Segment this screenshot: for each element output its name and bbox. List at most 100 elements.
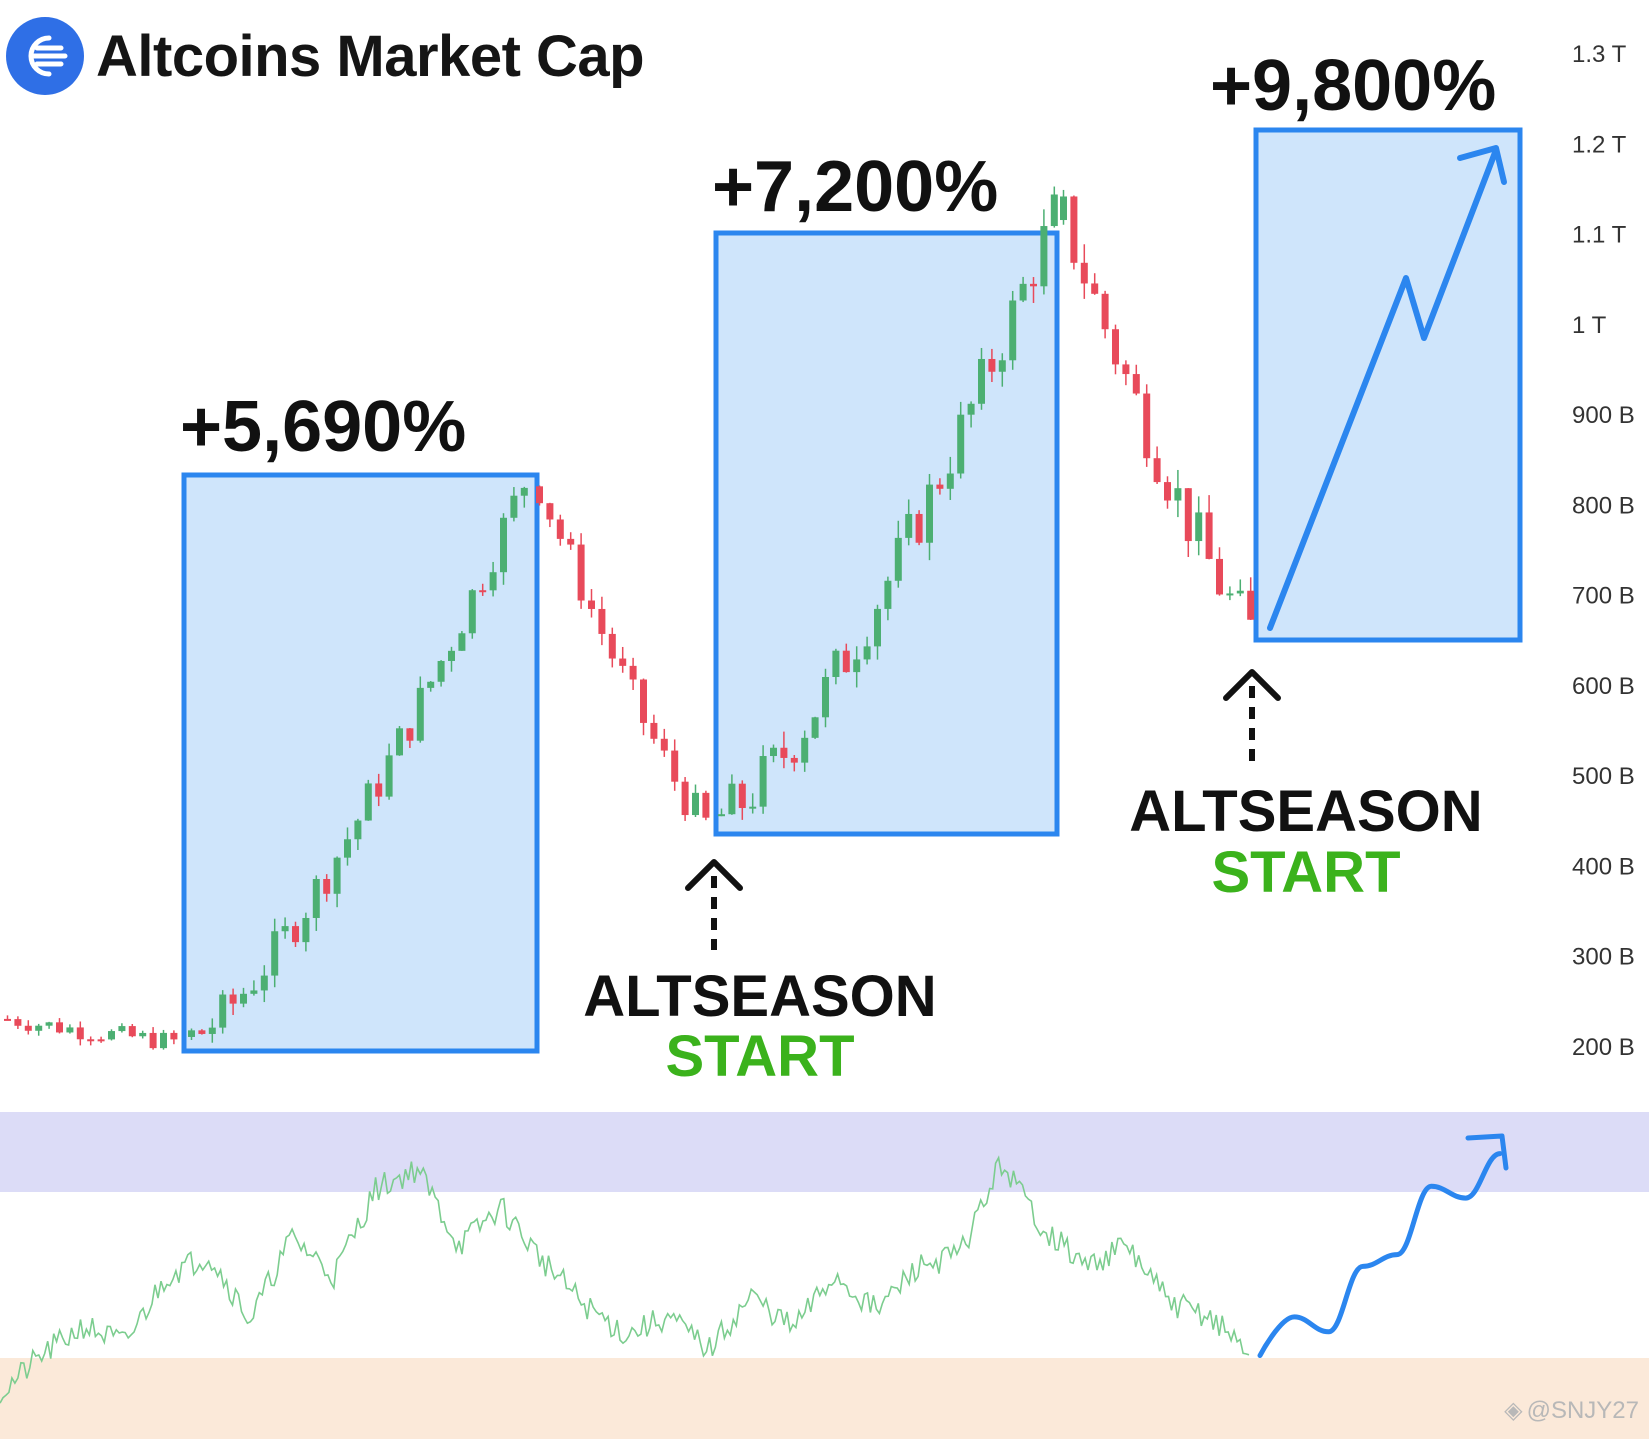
y-tick-label: 1.2 T [1572,131,1627,158]
candle-body-29 [312,879,320,918]
y-tick-label: 300 B [1572,944,1635,971]
candle-body-98 [1040,226,1048,287]
candle-body-103 [1091,283,1099,294]
candle-body-93 [988,358,996,372]
candle-body-47 [500,517,507,573]
candle-body-99 [1050,194,1058,227]
oscillator [0,1133,1509,1404]
y-tick-label: 400 B [1572,853,1635,880]
candle-body-106 [1122,364,1130,375]
y-tick-label: 1.3 T [1572,41,1627,68]
candle-body-32 [344,839,351,858]
altcoin-logo-icon [6,17,84,95]
y-tick-label: 1 T [1572,312,1607,339]
arrows [685,145,1507,950]
candle-body-27 [292,926,299,943]
candle-body-44 [468,590,476,634]
candle-body-14 [149,1032,157,1049]
candle-body-3 [35,1025,43,1031]
candle-body-108 [1143,393,1151,459]
candle-body-56 [598,608,606,634]
y-axis: 1.3 T 1.2 T 1.1 T 1 T 900 B 800 B 700 B 600 B 50… [1572,41,1635,1061]
candle-body-100 [1060,196,1067,221]
candle-body-84 [894,537,902,581]
start-arrow-head-2 [1223,669,1281,701]
candle-body-18 [198,1030,206,1034]
candle-body-80 [853,659,861,673]
candle-body-33 [354,820,362,840]
candle-body-97 [1030,283,1037,287]
candle-body-23 [250,990,258,994]
candle-body-118 [1247,590,1255,620]
candle-body-72 [770,747,777,757]
candle-body-71 [759,756,767,807]
candle-body-15 [160,1032,167,1049]
gain-label-3: +9,800% [1210,46,1496,126]
candle-body-83 [884,580,892,609]
candle-body-64 [681,781,689,816]
candle-body-31 [333,857,341,894]
candle-body-102 [1080,262,1088,284]
season-box-2 [713,230,1060,837]
candle-body-92 [978,358,985,404]
season-boxes [181,127,1523,1054]
y-tick-label: 800 B [1572,492,1635,519]
altseason-label-1: ALTSEASON [583,964,936,1029]
candle-body-50 [536,486,543,504]
candle-body-88 [936,484,944,489]
candle-body-55 [588,600,595,609]
candle-body-41 [437,660,445,682]
candle-body-90 [957,414,965,474]
watermark-icon: ◈ [1504,1397,1523,1424]
candle-body-52 [556,519,564,539]
oscillator-line [0,1155,1250,1404]
y-tick-label: 1.1 T [1572,222,1627,249]
gain-label-2: +7,200% [712,147,998,227]
candle-body-5 [56,1022,63,1033]
candle-body-46 [489,572,497,591]
gain-label-1: +5,690% [180,387,466,467]
candle-body-74 [790,757,798,763]
candle-body-12 [128,1026,136,1037]
y-tick-label: 700 B [1572,583,1635,610]
candle-body-94 [998,360,1006,372]
projection-arrow-head [1457,145,1507,185]
candle-body-104 [1101,293,1109,330]
candle-body-96 [1019,283,1027,301]
candle-body-73 [780,747,788,758]
candle-body-10 [108,1031,115,1040]
candle-body-66 [702,792,710,818]
candle-body-85 [905,513,913,538]
watermark: ◈ @SNJY27 [1504,1396,1639,1425]
candle-body-38 [406,728,414,741]
candle-body-116 [1226,593,1234,596]
overbought-band [0,1112,1649,1192]
candle-body-22 [240,993,247,1004]
candle-body-59 [629,665,637,680]
candle-body-58 [619,658,627,666]
candle-body-4 [45,1022,53,1026]
candle-body-20 [219,994,227,1028]
candle-body-7 [76,1027,84,1040]
candle-body-95 [1009,300,1017,361]
candle-body-28 [302,917,310,943]
candle-body-21 [229,994,237,1004]
candle-body-13 [139,1032,147,1037]
candle-body-111 [1174,488,1182,501]
candle-body-54 [577,544,585,601]
candle-body-117 [1236,590,1244,594]
candle-body-91 [967,403,975,415]
candle-body-57 [608,633,616,659]
page-title: Altcoins Market Cap [96,23,645,89]
candle-body-25 [271,931,279,976]
candle-body-76 [811,717,819,738]
altseason-label-2: ALTSEASON [1129,779,1482,844]
candle-body-8 [87,1039,95,1042]
candle-body-70 [749,806,757,809]
start-label-1: START [665,1024,854,1089]
candle-body-1 [14,1019,22,1026]
y-tick-label: 200 B [1572,1034,1635,1061]
oscillator-projection [1257,1151,1503,1358]
candlesticks [4,186,1255,1050]
candle-body-112 [1184,488,1192,542]
